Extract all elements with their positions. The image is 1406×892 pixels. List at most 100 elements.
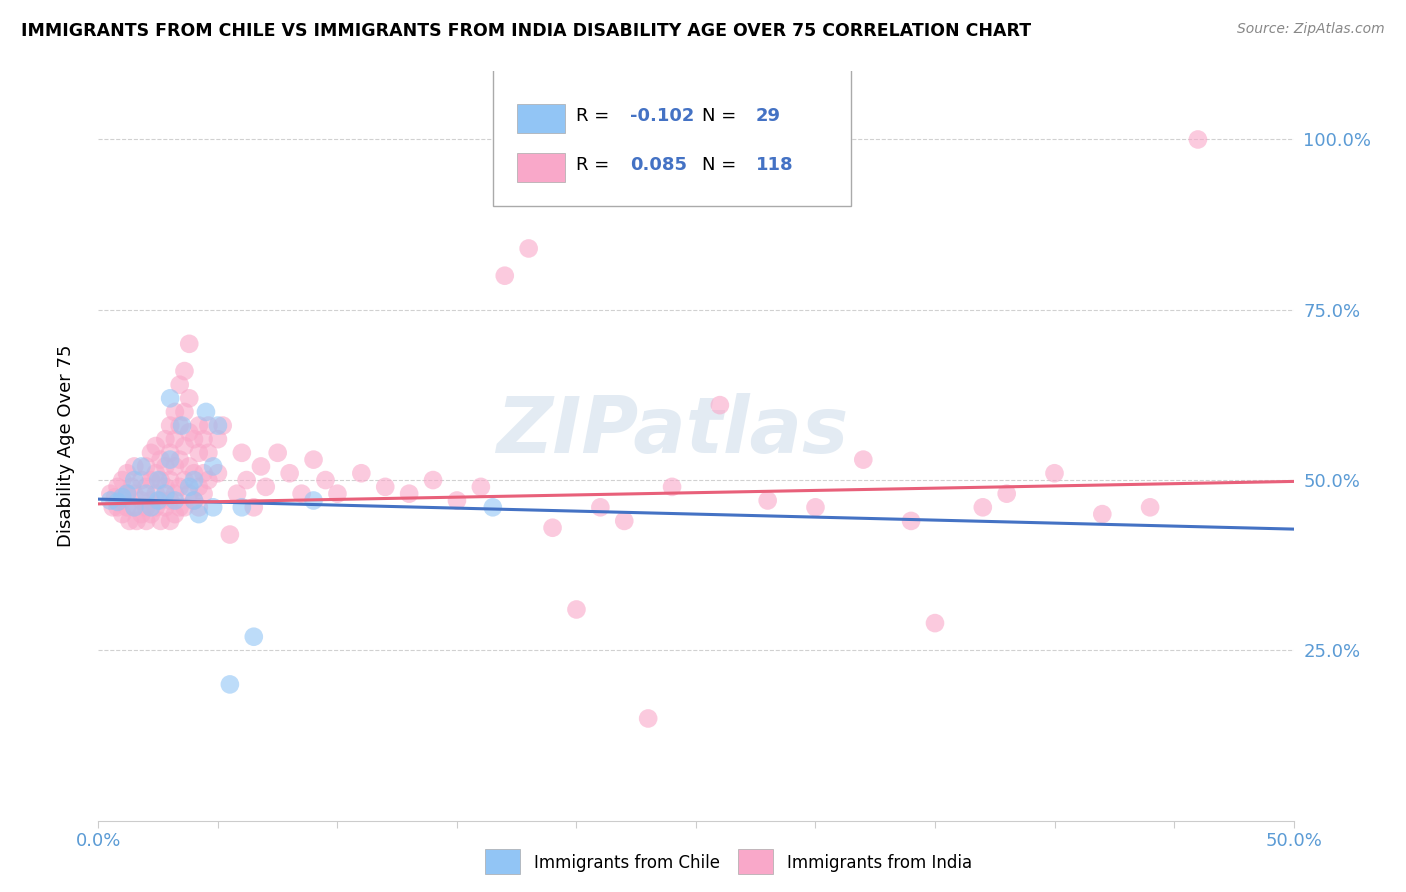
Point xyxy=(446,493,468,508)
Point xyxy=(187,418,209,433)
FancyBboxPatch shape xyxy=(517,104,565,133)
Point xyxy=(169,452,191,467)
Point xyxy=(169,377,191,392)
Point xyxy=(589,500,612,515)
Point xyxy=(169,418,191,433)
Point xyxy=(315,473,337,487)
Point xyxy=(173,500,195,515)
Text: ZIPatlas: ZIPatlas xyxy=(496,393,848,469)
Point xyxy=(163,493,186,508)
Point xyxy=(231,446,253,460)
Point xyxy=(101,500,124,515)
Point xyxy=(179,425,201,440)
Point xyxy=(159,452,181,467)
Point xyxy=(326,486,349,500)
Point xyxy=(235,473,257,487)
Point xyxy=(124,459,146,474)
Point xyxy=(107,495,129,509)
Point xyxy=(159,514,181,528)
Point xyxy=(517,242,540,256)
Point xyxy=(195,405,218,419)
Point xyxy=(1043,467,1066,481)
Point xyxy=(219,677,242,691)
Point xyxy=(107,500,129,515)
Point xyxy=(183,467,205,481)
Text: N =: N = xyxy=(702,156,742,174)
Point xyxy=(149,493,172,508)
Point xyxy=(197,473,219,487)
Point xyxy=(115,467,138,481)
Point xyxy=(613,514,636,528)
Point xyxy=(637,711,659,725)
Point xyxy=(197,418,219,433)
Point xyxy=(187,446,209,460)
Point xyxy=(187,507,209,521)
Text: 29: 29 xyxy=(756,107,780,125)
Point xyxy=(159,418,181,433)
Point xyxy=(179,480,201,494)
Point xyxy=(179,392,201,406)
Point xyxy=(159,473,181,487)
Point xyxy=(219,527,242,541)
Point xyxy=(169,480,191,494)
Point xyxy=(125,514,148,528)
Point xyxy=(709,398,731,412)
Point xyxy=(135,486,157,500)
Point xyxy=(1187,132,1209,146)
Point xyxy=(155,459,177,474)
Point xyxy=(163,486,186,500)
Point xyxy=(302,493,325,508)
Point xyxy=(115,486,138,500)
Y-axis label: Disability Age Over 75: Disability Age Over 75 xyxy=(56,344,75,548)
Text: 118: 118 xyxy=(756,156,793,174)
Point xyxy=(494,268,516,283)
Point xyxy=(565,602,588,616)
Point xyxy=(470,480,492,494)
Point xyxy=(149,514,172,528)
Point xyxy=(104,490,127,504)
Point xyxy=(1091,507,1114,521)
Point xyxy=(139,507,162,521)
Point xyxy=(131,507,153,521)
Point xyxy=(398,486,420,500)
Point xyxy=(302,452,325,467)
FancyBboxPatch shape xyxy=(517,153,565,181)
Point xyxy=(155,480,177,494)
Point xyxy=(254,480,277,494)
Point xyxy=(139,493,162,508)
Text: Immigrants from Chile: Immigrants from Chile xyxy=(534,854,720,871)
Point xyxy=(131,493,153,508)
Point xyxy=(139,473,162,487)
Point xyxy=(900,514,922,528)
Text: 0.085: 0.085 xyxy=(630,156,688,174)
Point xyxy=(183,493,205,508)
Point xyxy=(207,467,229,481)
Point xyxy=(124,500,146,515)
Point xyxy=(193,432,215,446)
Point xyxy=(852,452,875,467)
Point xyxy=(243,500,266,515)
Point xyxy=(149,452,172,467)
Point xyxy=(243,630,266,644)
Point xyxy=(172,418,194,433)
Point xyxy=(541,521,564,535)
Point xyxy=(804,500,827,515)
Text: Source: ZipAtlas.com: Source: ZipAtlas.com xyxy=(1237,22,1385,37)
Point xyxy=(163,459,186,474)
Text: IMMIGRANTS FROM CHILE VS IMMIGRANTS FROM INDIA DISABILITY AGE OVER 75 CORRELATIO: IMMIGRANTS FROM CHILE VS IMMIGRANTS FROM… xyxy=(21,22,1031,40)
Point xyxy=(207,418,229,433)
Text: R =: R = xyxy=(576,107,616,125)
Point xyxy=(202,500,225,515)
Point xyxy=(278,467,301,481)
Point xyxy=(183,432,205,446)
Point xyxy=(159,392,181,406)
Point xyxy=(155,486,177,500)
Point xyxy=(111,490,134,504)
Point xyxy=(173,473,195,487)
Point xyxy=(193,467,215,481)
Point xyxy=(131,459,153,474)
Text: Immigrants from India: Immigrants from India xyxy=(787,854,973,871)
Point xyxy=(756,493,779,508)
Point xyxy=(111,493,134,508)
Point xyxy=(111,507,134,521)
